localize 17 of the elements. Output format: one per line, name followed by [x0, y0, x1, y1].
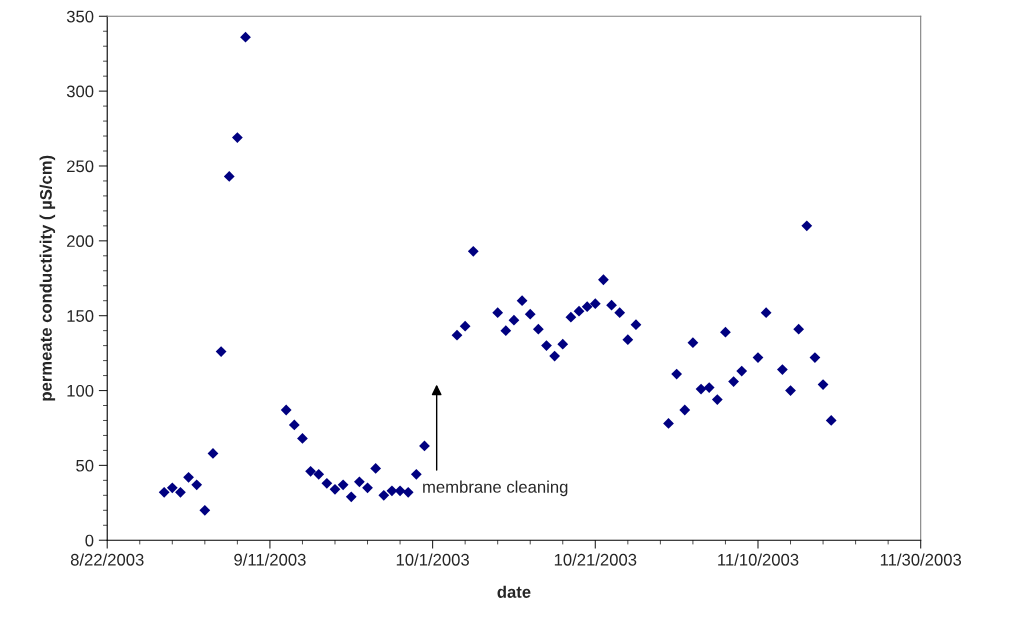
x-axis-title: date [497, 585, 531, 598]
y-tick-label: 50 [76, 459, 94, 472]
annotation: membrane cleaning [423, 480, 568, 497]
y-axis-title: permeate conductivity ( µS/cm) [39, 155, 56, 401]
y-tick-label: 150 [67, 310, 94, 322]
y-tick-label: 350 [66, 10, 94, 23]
x-tick-label: 11/30/2003 [880, 553, 962, 566]
x-tick-label: 11/10/2003 [718, 553, 799, 566]
x-tick-label: 10/1/2003 [396, 553, 469, 566]
y-tick-label: 250 [67, 160, 94, 173]
y-tick-label: 300 [66, 85, 94, 98]
x-tick-label: 10/21/2003 [554, 553, 637, 566]
x-tick-label: 8/22/2003 [70, 553, 144, 566]
y-tick-label: 100 [67, 384, 94, 397]
x-tick-label: 9/11/2003 [234, 553, 306, 566]
y-tick-label: 200 [67, 235, 94, 248]
y-tick-label: 0 [85, 534, 94, 547]
